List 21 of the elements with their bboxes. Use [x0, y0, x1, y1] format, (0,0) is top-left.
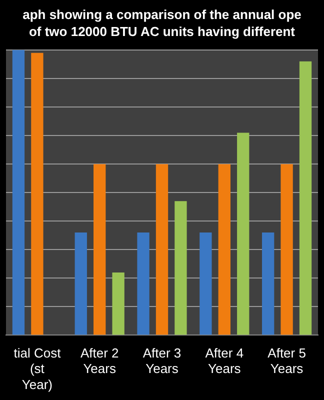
bar	[200, 232, 212, 335]
bar	[237, 132, 250, 335]
bar	[280, 164, 293, 335]
bar	[31, 52, 44, 335]
x-tick-label: tial Cost (st Year)	[14, 346, 62, 392]
chart-subtitle: of two 12000 BTU AC units having different	[28, 23, 296, 40]
x-tick-label: After 2 Years	[80, 346, 119, 376]
bar	[156, 164, 168, 335]
bar	[137, 232, 150, 335]
bar	[94, 164, 106, 335]
bar	[112, 272, 124, 335]
chart-title: aph showing a comparison of the annual ope	[22, 6, 302, 23]
bar	[218, 164, 230, 335]
bar	[262, 232, 274, 335]
x-tick-label: After 4 Years	[205, 346, 244, 376]
bar	[74, 232, 87, 335]
bar	[299, 61, 312, 335]
bar	[174, 201, 187, 335]
x-tick-label: After 3 Years	[142, 346, 182, 376]
bar	[12, 50, 25, 335]
x-tick-label: After 5 Years	[268, 346, 306, 376]
